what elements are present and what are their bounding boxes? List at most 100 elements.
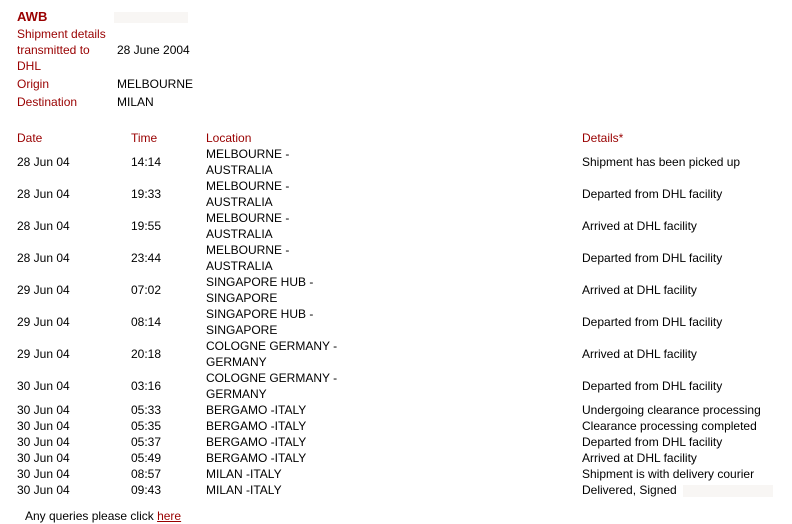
details-cell: Departed from DHL facility xyxy=(580,242,784,274)
date-cell: 28 Jun 04 xyxy=(15,210,129,242)
details-cell: Arrived at DHL facility xyxy=(580,274,784,306)
cell-text: 19:33 xyxy=(131,187,162,201)
here-link[interactable]: here xyxy=(157,509,182,523)
location-cell: MILAN -ITALY xyxy=(204,466,580,482)
table-row: 30 Jun 04 05:35 BERGAMO -ITALY Clearance pr… xyxy=(15,418,784,434)
cell-text: 07:02 xyxy=(131,283,162,297)
awb-number-redacted xyxy=(114,12,188,23)
table-row: 28 Jun 04 19:55 MELBOURNE -AUSTRALIA Arrive… xyxy=(15,210,784,242)
origin-value: MELBOURNE xyxy=(117,77,194,91)
column-header: Time xyxy=(131,131,158,145)
date-cell: 29 Jun 04 xyxy=(15,338,129,370)
location-cell: MELBOURNE -AUSTRALIA xyxy=(204,242,580,274)
time-cell: 05:37 xyxy=(129,434,204,450)
cell-text: COLOGNE GERMANY -GERMANY xyxy=(206,371,338,401)
cell-text: 29 Jun 04 xyxy=(17,315,70,329)
footer: Any queries please click here xyxy=(15,508,792,524)
details-cell: Departed from DHL facility xyxy=(580,178,784,210)
details-cell: Arrived at DHL facility xyxy=(580,338,784,370)
details-cell: Shipment is with delivery courier xyxy=(580,466,784,482)
cell-text: 30 Jun 04 xyxy=(17,467,70,481)
transmitted-label: Shipment details transmitted to DHL xyxy=(17,27,106,73)
cell-text: Departed from DHL facility xyxy=(582,379,723,393)
details-cell: Departed from DHL facility xyxy=(580,370,784,402)
cell-text: Undergoing clearance processing xyxy=(582,403,761,417)
cell-text: MILAN -ITALY xyxy=(206,467,282,481)
cell-text: 03:16 xyxy=(131,379,162,393)
date-cell: 30 Jun 04 xyxy=(15,482,129,498)
details-cell: Departed from DHL facility xyxy=(580,306,784,338)
details-cell: Delivered, Signed xyxy=(580,482,784,498)
location-cell: MELBOURNE -AUSTRALIA xyxy=(204,178,580,210)
footer-text: Any queries please click xyxy=(25,509,154,523)
cell-text: 20:18 xyxy=(131,347,162,361)
table-row: 30 Jun 04 09:43 MILAN -ITALY Delivered, Sig… xyxy=(15,482,784,498)
destination-value: MILAN xyxy=(117,95,154,109)
cell-text: SINGAPORE HUB -SINGAPORE xyxy=(206,275,314,305)
details-cell: Undergoing clearance processing xyxy=(580,402,784,418)
cell-text: 30 Jun 04 xyxy=(17,451,70,465)
location-cell: COLOGNE GERMANY -GERMANY xyxy=(204,370,580,402)
cell-text: 30 Jun 04 xyxy=(17,483,70,497)
transmitted-value: 28 June 2004 xyxy=(117,43,190,57)
table-row: 30 Jun 04 03:16 COLOGNE GERMANY -GERMANY De… xyxy=(15,370,784,402)
details-cell: Clearance processing completed xyxy=(580,418,784,434)
cell-text: MELBOURNE -AUSTRALIA xyxy=(206,179,290,209)
cell-text: Departed from DHL facility xyxy=(582,187,723,201)
column-header: Location xyxy=(206,131,252,145)
cell-text: Shipment has been picked up xyxy=(582,155,741,169)
cell-text: 30 Jun 04 xyxy=(17,419,70,433)
table-row: 29 Jun 04 08:14 SINGAPORE HUB -SINGAPORE De… xyxy=(15,306,784,338)
date-cell: 30 Jun 04 xyxy=(15,434,129,450)
cell-text: BERGAMO -ITALY xyxy=(206,451,307,465)
time-cell: 23:44 xyxy=(129,242,204,274)
cell-text: Arrived at DHL facility xyxy=(582,451,697,465)
date-cell: 28 Jun 04 xyxy=(15,178,129,210)
cell-text: Departed from DHL facility xyxy=(582,251,723,265)
table-row: 29 Jun 04 20:18 COLOGNE GERMANY -GERMANY Ar… xyxy=(15,338,784,370)
table-row: 30 Jun 04 05:37 BERGAMO -ITALY Departed fro… xyxy=(15,434,784,450)
cell-text: 05:49 xyxy=(131,451,162,465)
cell-text: 29 Jun 04 xyxy=(17,283,70,297)
details-cell: Arrived at DHL facility xyxy=(580,210,784,242)
date-cell: 30 Jun 04 xyxy=(15,418,129,434)
awb-label: AWB xyxy=(17,9,48,24)
date-cell: 30 Jun 04 xyxy=(15,370,129,402)
time-cell: 08:57 xyxy=(129,466,204,482)
cell-text: Delivered, Signed xyxy=(582,483,677,497)
cell-text: Arrived at DHL facility xyxy=(582,283,697,297)
time-cell: 19:33 xyxy=(129,178,204,210)
cell-text: 29 Jun 04 xyxy=(17,347,70,361)
cell-text: 05:33 xyxy=(131,403,162,417)
cell-text: 19:55 xyxy=(131,219,162,233)
column-header: Details* xyxy=(582,131,624,145)
date-cell: 30 Jun 04 xyxy=(15,450,129,466)
location-cell: MELBOURNE -AUSTRALIA xyxy=(204,146,580,178)
location-cell: BERGAMO -ITALY xyxy=(204,402,580,418)
table-row: 29 Jun 04 07:02 SINGAPORE HUB -SINGAPORE Ar… xyxy=(15,274,784,306)
cell-text: MELBOURNE -AUSTRALIA xyxy=(206,243,290,273)
table-row: 28 Jun 04 14:14 MELBOURNE -AUSTRALIA Shipme… xyxy=(15,146,784,178)
location-cell: BERGAMO -ITALY xyxy=(204,418,580,434)
cell-text: 08:14 xyxy=(131,315,162,329)
cell-text: 28 Jun 04 xyxy=(17,187,70,201)
table-row: 30 Jun 04 08:57 MILAN -ITALY Shipment is wi… xyxy=(15,466,784,482)
date-cell: 28 Jun 04 xyxy=(15,242,129,274)
location-cell: BERGAMO -ITALY xyxy=(204,434,580,450)
location-cell: SINGAPORE HUB -SINGAPORE xyxy=(204,306,580,338)
time-cell: 09:43 xyxy=(129,482,204,498)
time-cell: 07:02 xyxy=(129,274,204,306)
cell-text: MELBOURNE -AUSTRALIA xyxy=(206,147,290,177)
date-cell: 30 Jun 04 xyxy=(15,402,129,418)
location-cell: MILAN -ITALY xyxy=(204,482,580,498)
time-cell: 14:14 xyxy=(129,146,204,178)
time-cell: 05:49 xyxy=(129,450,204,466)
details-cell: Departed from DHL facility xyxy=(580,434,784,450)
table-header: Date Time Location Details* xyxy=(15,130,784,146)
cell-text: 28 Jun 04 xyxy=(17,251,70,265)
cell-text: 30 Jun 04 xyxy=(17,435,70,449)
date-cell: 28 Jun 04 xyxy=(15,146,129,178)
destination-label: Destination xyxy=(17,95,78,109)
time-cell: 05:35 xyxy=(129,418,204,434)
